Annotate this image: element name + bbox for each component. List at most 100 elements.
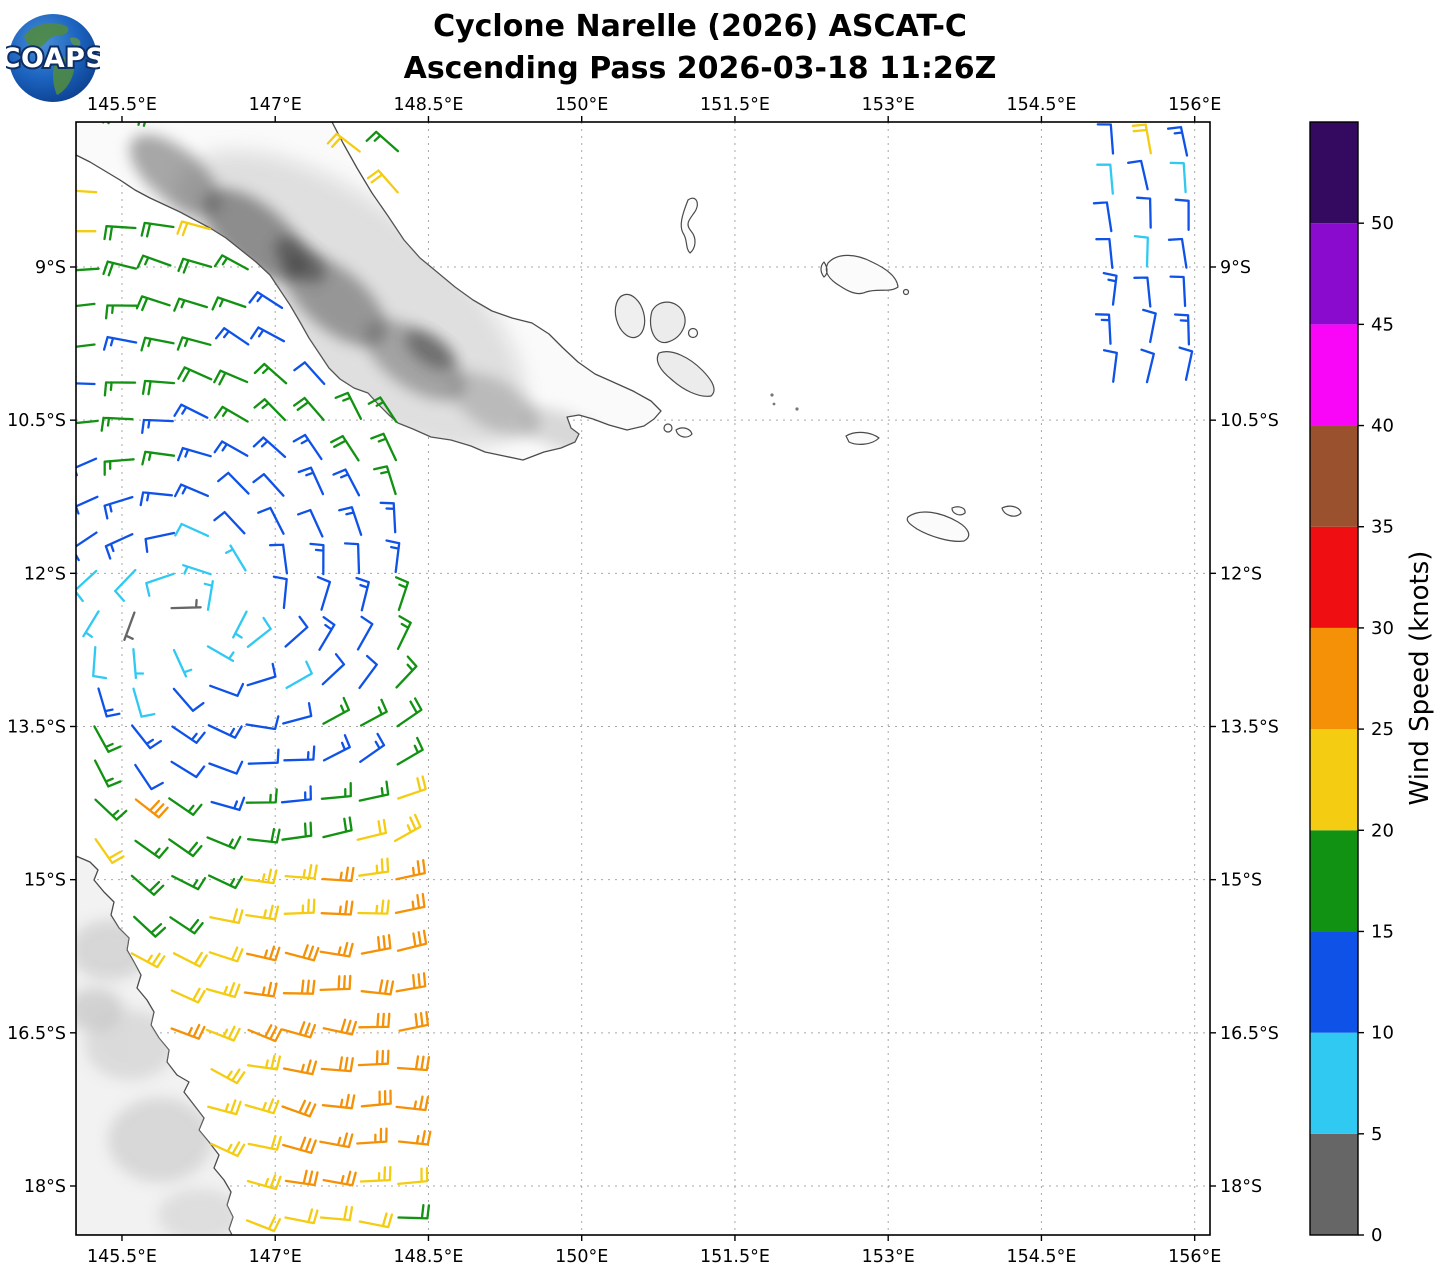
wind-barb	[379, 501, 397, 534]
wind-barb	[250, 326, 286, 343]
wind-barb	[394, 576, 410, 612]
axis-tick-label: 15°S	[1220, 871, 1262, 891]
colorbar: 0 5 10 15 20 25 30 35 40 45 50 Wind Speed (knots)	[1309, 121, 1435, 1246]
wind-barb	[257, 506, 285, 535]
wind-barb	[281, 821, 313, 841]
wind-barb	[359, 1165, 392, 1183]
wind-barb	[356, 615, 374, 651]
colorbar-tick-label: 10	[1371, 1023, 1394, 1044]
axis-tick-label: 10.5°S	[7, 411, 66, 431]
wind-barb	[136, 254, 172, 269]
wind-barb	[76, 343, 96, 348]
wind-barb	[205, 982, 241, 999]
axis-tick-label: 9°S	[1220, 258, 1251, 278]
axis-tick-label: 145.5°E	[87, 1247, 157, 1264]
wind-barb	[76, 419, 99, 425]
wind-barb	[1166, 125, 1189, 157]
wind-barb	[296, 508, 324, 538]
wind-barb	[247, 1054, 282, 1071]
wind-barb	[478, 94, 508, 115]
coaps-globe-icon: COAPS	[0, 14, 107, 102]
axis-tick-label: 156°E	[1168, 1247, 1221, 1264]
wind-barb	[316, 575, 332, 611]
axis-tick-label: 16.5°S	[7, 1024, 66, 1044]
wind-barb	[373, 465, 397, 496]
axis-ticks	[70, 116, 1216, 1241]
wind-barb	[272, 575, 288, 610]
wind-barb	[395, 1095, 430, 1112]
wind-barb	[94, 798, 128, 821]
wind-barb	[322, 1018, 358, 1036]
wind-barb	[141, 379, 176, 396]
wind-barb	[370, 432, 398, 462]
wind-barb	[134, 763, 164, 791]
wind-barb	[319, 941, 354, 958]
wind-barb	[172, 951, 208, 968]
wind-barb	[168, 838, 203, 858]
axis-tick-label: 151.5°E	[700, 95, 770, 115]
colorbar-segments	[1310, 122, 1358, 1235]
axis-tick-label: 12°S	[24, 564, 66, 584]
wind-barb	[396, 615, 412, 651]
wind-barb	[326, 132, 361, 153]
wind-barb	[319, 1132, 354, 1149]
wind-barb	[141, 418, 174, 434]
wind-barb	[366, 169, 399, 194]
wind-barb	[1167, 237, 1188, 269]
wind-barb	[292, 433, 323, 461]
wind-barb	[253, 398, 287, 422]
wind-barb	[210, 1068, 246, 1085]
wind-barb	[140, 336, 175, 352]
wind-barb	[253, 362, 288, 385]
wind-barb	[357, 1049, 390, 1067]
wind-barb	[396, 697, 423, 728]
wind-barb	[329, 99, 361, 115]
wind-barb	[360, 933, 392, 955]
wind-barb	[102, 260, 138, 277]
wind-barb	[177, 257, 213, 274]
wind-barb	[397, 775, 427, 800]
wind-barb	[209, 908, 244, 925]
axis-tick-label: 147°E	[249, 1247, 302, 1264]
wind-barb	[320, 1056, 354, 1073]
wind-barb	[206, 645, 235, 663]
wind-barb	[334, 391, 363, 420]
wind-barb	[322, 696, 351, 725]
wind-barb	[170, 987, 206, 1004]
wind-barb	[396, 1055, 431, 1072]
wind-barb	[205, 1025, 241, 1042]
wind-barb	[359, 732, 386, 763]
wind-barb	[103, 381, 137, 397]
wind-barb	[358, 1012, 391, 1029]
wind-barb	[1094, 313, 1112, 345]
wind-barb	[1174, 198, 1190, 231]
wind-barb	[104, 533, 134, 560]
axis-tick-label: 151.5°E	[700, 1247, 770, 1264]
colorbar-tick-label: 45	[1371, 314, 1394, 335]
colorbar-tick-label: 50	[1371, 213, 1394, 234]
coaps-logo: COAPS	[0, 8, 107, 102]
wind-barb	[176, 446, 212, 462]
wind-barb	[1096, 123, 1115, 155]
wind-barb	[130, 952, 166, 969]
wind-barb	[103, 225, 137, 241]
wind-barb	[281, 1021, 317, 1039]
wind-barb	[208, 760, 244, 775]
wind-barb	[245, 945, 281, 962]
landmasses	[76, 122, 1022, 1235]
wind-barb	[132, 687, 156, 718]
wind-barb	[217, 471, 250, 495]
wind-barb	[174, 522, 210, 538]
axis-tick-label: 153°E	[862, 95, 915, 115]
wind-barb	[82, 610, 100, 638]
wind-barb	[1127, 159, 1149, 191]
wind-barb	[145, 572, 175, 597]
axis-tick-label: 150°E	[555, 95, 608, 115]
wind-barb	[213, 510, 246, 535]
wind-barb	[358, 1212, 394, 1229]
wind-barb	[173, 483, 210, 498]
axis-tick-label: 153°E	[862, 1247, 915, 1264]
wind-barb	[309, 542, 325, 576]
wind-barb	[130, 724, 163, 750]
island-dot-b	[770, 393, 774, 397]
